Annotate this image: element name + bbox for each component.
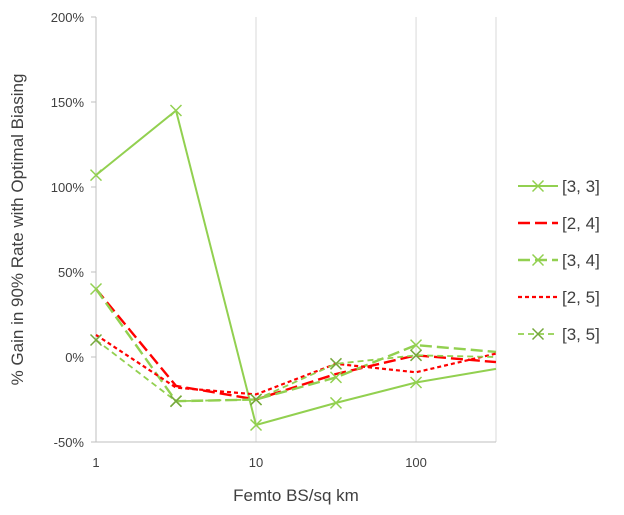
x-marker-stroke	[329, 396, 343, 409]
legend-marker	[531, 253, 545, 267]
legend-item: [2, 5]	[518, 288, 600, 307]
x-marker-stroke	[249, 393, 263, 406]
data-point	[410, 349, 423, 362]
data-point	[410, 376, 423, 389]
x-marker-stroke	[531, 327, 545, 341]
x-tick-label: 100	[405, 455, 427, 470]
y-axis-title: % Gain in 90% Rate with Optimal Biasing	[8, 74, 27, 386]
legend-item: [3, 3]	[518, 177, 600, 196]
series-line	[95, 288, 497, 403]
x-marker-stroke	[531, 179, 545, 193]
x-marker-stroke	[531, 253, 545, 267]
x-marker-stroke	[410, 376, 423, 389]
data-point	[169, 395, 182, 408]
x-marker-stroke	[410, 339, 423, 352]
legend-item: [3, 4]	[518, 251, 600, 270]
x-marker-stroke	[249, 418, 263, 432]
data-point	[249, 393, 263, 406]
legend-marker	[531, 179, 545, 193]
data-point	[329, 357, 343, 370]
y-tick-label: 0%	[65, 350, 84, 365]
legend: [3, 3] [2, 4] [3, 4] [2, 5] [3, 5]	[518, 177, 600, 344]
x-marker-stroke	[89, 282, 103, 296]
x-tick-label: 1	[92, 455, 99, 470]
y-tick-label: 100%	[51, 180, 85, 195]
x-tick-label: 10	[249, 455, 263, 470]
x-axis-title: Femto BS/sq km	[233, 486, 359, 505]
legend-item: [2, 4]	[518, 214, 600, 233]
axes: -50% 0% 50% 100% 150% 200% 1 10 100	[51, 10, 496, 470]
series-group	[89, 104, 497, 432]
series-line	[95, 333, 497, 396]
data-point	[410, 339, 423, 352]
x-marker-stroke	[89, 333, 103, 347]
data-point	[329, 371, 343, 384]
x-marker-stroke	[89, 169, 103, 182]
x-marker-stroke	[169, 104, 182, 117]
y-tick-label: 200%	[51, 10, 85, 25]
legend-item: [3, 5]	[518, 325, 600, 344]
legend-label: [2, 4]	[562, 214, 600, 233]
series-3	[95, 333, 497, 396]
x-marker-stroke	[329, 371, 343, 384]
data-point	[89, 169, 103, 182]
x-marker-stroke	[329, 357, 343, 370]
data-point	[89, 282, 103, 296]
data-point	[169, 104, 182, 117]
series-line	[95, 339, 497, 403]
legend-label: [3, 4]	[562, 251, 600, 270]
series-2	[89, 282, 497, 408]
legend-label: [3, 3]	[562, 177, 600, 196]
data-point	[89, 333, 103, 347]
series-1	[95, 288, 497, 401]
series-0	[89, 104, 497, 432]
data-point	[249, 418, 263, 432]
x-marker-stroke	[410, 349, 423, 362]
legend-marker	[531, 327, 545, 341]
series-line	[95, 109, 497, 426]
x-marker-stroke	[169, 395, 182, 408]
y-tick-label: 50%	[58, 265, 84, 280]
y-tick-label: 150%	[51, 95, 85, 110]
y-tick-label: -50%	[54, 435, 85, 450]
series-4	[89, 333, 497, 408]
series-line	[95, 288, 497, 401]
legend-label: [3, 5]	[562, 325, 600, 344]
legend-label: [2, 5]	[562, 288, 600, 307]
data-point	[329, 396, 343, 409]
